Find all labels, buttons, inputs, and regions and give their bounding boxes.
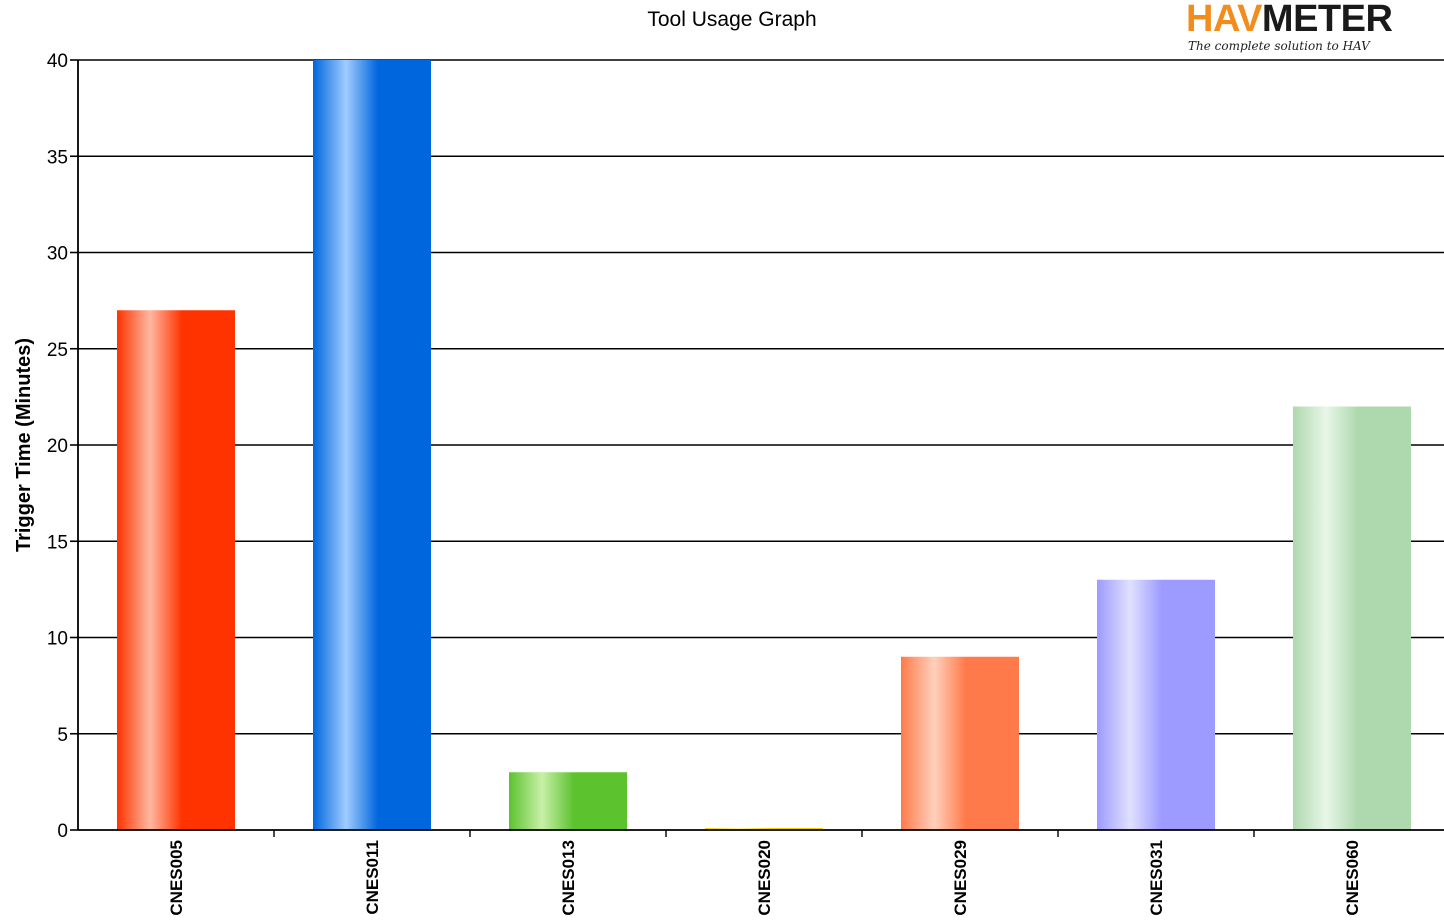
bar-cnes011 [313,60,431,830]
x-tick-label: CNES029 [951,840,970,916]
logo-tagline: The complete solution to HAV [1188,39,1370,53]
y-tick-label: 0 [57,821,68,842]
x-tick-label: CNES020 [755,840,774,916]
bar-cnes013 [509,772,627,830]
x-tick-label: CNES060 [1343,840,1362,916]
bar-cnes060 [1293,406,1411,830]
y-tick-label: 5 [57,725,68,746]
havmeter-logo: HAVMETER The complete solution to HAV [1186,0,1436,58]
bars [117,60,1411,830]
logo-brand-right: METER [1261,0,1393,40]
bar-cnes020 [705,828,823,830]
logo-brand-left: HAV [1186,0,1262,40]
x-tick-label: CNES005 [167,840,186,916]
x-ticks: CNES005 CNES011 CNES013 CNES020 CNES029 CNES0… [167,830,1362,916]
y-axis-label: Trigger Time (Minutes) [13,338,35,552]
chart-title: Tool Usage Graph [647,8,816,31]
bar-cnes029 [901,656,1019,830]
logo-wordmark: HAVMETER [1186,0,1436,38]
x-tick-label: CNES013 [559,840,578,916]
y-ticks: 0 5 10 15 20 25 30 35 40 [47,51,78,842]
x-tick-label: CNES011 [363,840,382,915]
y-tick-label: 10 [47,629,68,650]
y-tick-label: 30 [47,244,68,265]
gridlines [78,59,1444,735]
y-tick-label: 15 [47,532,68,553]
bar-cnes005 [117,310,235,830]
bar-cnes031 [1097,579,1215,830]
y-tick-label: 40 [47,51,68,72]
x-tick-label: CNES031 [1147,840,1166,916]
y-tick-label: 25 [47,340,68,361]
y-tick-label: 20 [47,436,68,457]
y-tick-label: 35 [47,147,68,168]
